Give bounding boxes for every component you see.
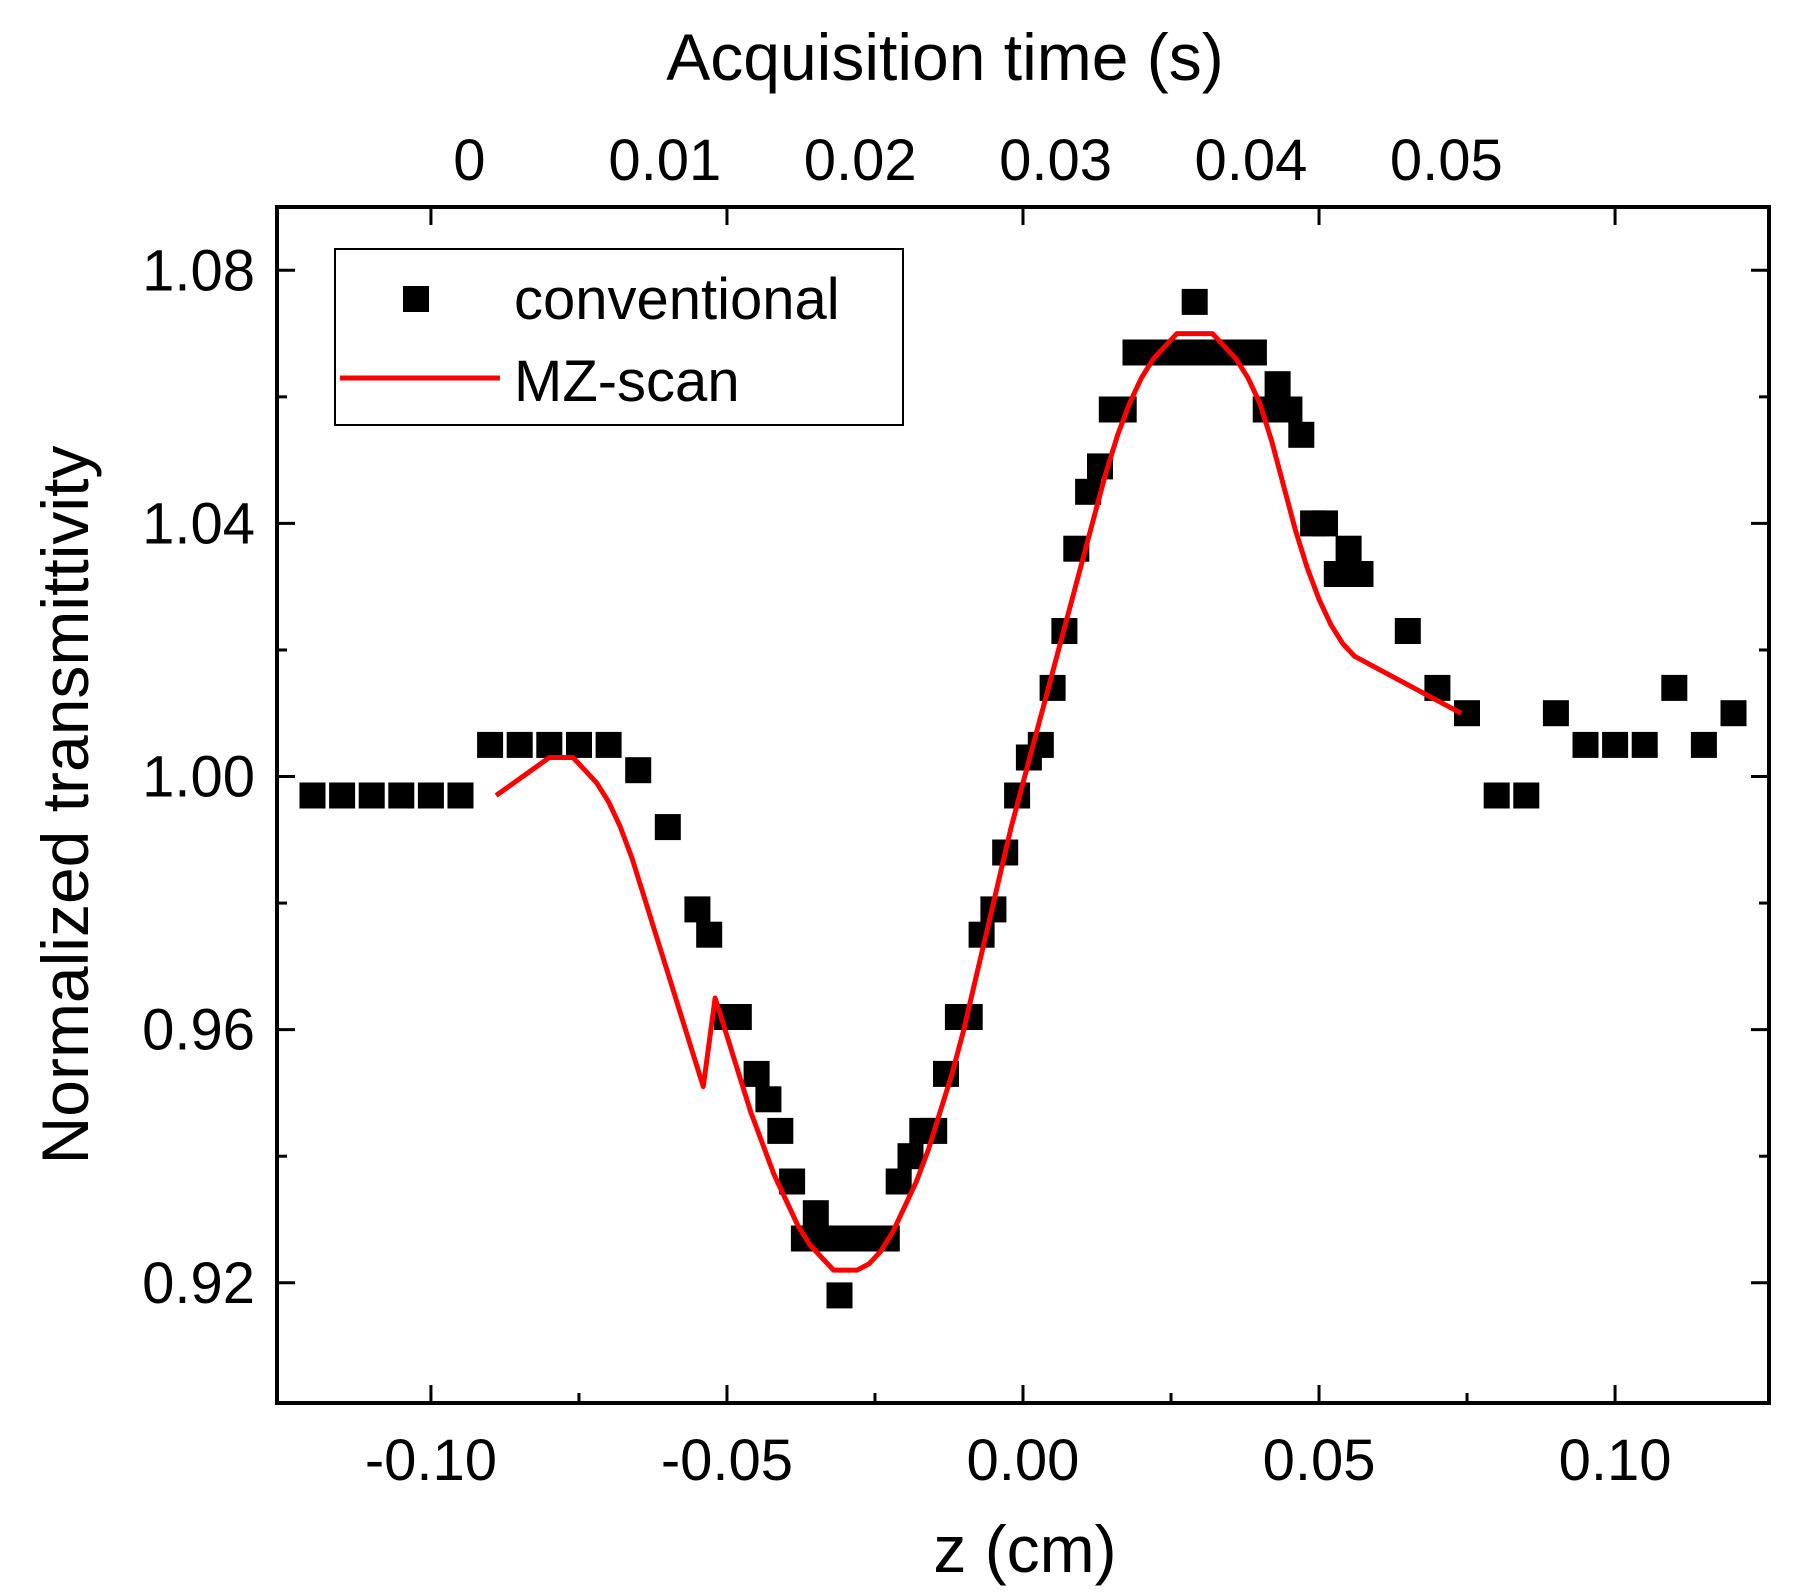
conventional-point xyxy=(388,782,415,809)
y-axis-title: Normalized transmittivity xyxy=(28,446,102,1165)
conventional-point xyxy=(1631,731,1658,758)
conventional-point xyxy=(1542,700,1569,727)
ticks-layer: -0.10 -0.05 0.00 0.05 0.10 0.92 0.96 1.00 1.04 1.… xyxy=(142,128,1769,1493)
x-tick-label: -0.05 xyxy=(661,1428,793,1493)
conventional-point xyxy=(1720,700,1747,727)
conventional-point xyxy=(885,1168,912,1195)
conventional-point xyxy=(625,757,652,784)
conventional-point xyxy=(696,921,723,948)
y-tick-label: 1.08 xyxy=(142,238,255,303)
conventional-point xyxy=(897,1143,924,1170)
top-tick-label: 0.05 xyxy=(1390,128,1503,193)
conventional-point xyxy=(1169,339,1196,366)
conventional-point xyxy=(725,1004,752,1030)
conventional-point xyxy=(755,1086,782,1113)
legend-marker-conventional xyxy=(403,286,429,312)
mz-scan-line xyxy=(494,331,1463,1273)
conventional-point xyxy=(1276,396,1303,423)
conventional-point xyxy=(477,731,504,758)
x-axis-title: z (cm) xyxy=(933,1512,1116,1586)
conventional-point xyxy=(802,1200,829,1227)
legend: conventional MZ-scan xyxy=(334,248,904,426)
conventional-point xyxy=(767,1117,794,1144)
top-tick-label: 0.01 xyxy=(608,128,721,193)
x-tick-label: 0.10 xyxy=(1559,1428,1672,1493)
data-layer xyxy=(299,288,1747,1309)
top-axis-title: Acquisition time (s) xyxy=(666,20,1224,94)
top-tick-label: 0.02 xyxy=(804,128,917,193)
conventional-point xyxy=(595,731,622,758)
conventional-point xyxy=(1288,421,1315,448)
x-tick-label: -0.10 xyxy=(365,1428,497,1493)
y-tick-label: 1.04 xyxy=(142,491,255,556)
conventional-point xyxy=(299,782,326,809)
conventional-point xyxy=(684,896,711,923)
conventional-point xyxy=(1661,674,1688,701)
top-tick-label: 0 xyxy=(453,128,485,193)
conventional-point xyxy=(1347,561,1374,587)
x-tick-label: 0.00 xyxy=(967,1428,1080,1493)
conventional-point xyxy=(358,782,385,809)
conventional-point xyxy=(1602,731,1629,758)
legend-label-mz-scan: MZ-scan xyxy=(514,349,740,414)
conventional-point xyxy=(329,782,356,809)
y-tick-label: 0.92 xyxy=(142,1251,255,1316)
conventional-point xyxy=(1394,618,1421,644)
conventional-point xyxy=(447,782,474,809)
conventional-point xyxy=(1572,731,1599,758)
y-tick-label: 0.96 xyxy=(142,998,255,1063)
top-tick-label: 0.03 xyxy=(999,128,1112,193)
conventional-point xyxy=(1181,288,1208,315)
conventional-point xyxy=(1323,561,1350,587)
conventional-point xyxy=(814,1225,841,1252)
conventional-point xyxy=(1312,510,1338,537)
legend-box xyxy=(334,248,904,426)
x-tick-label: 0.05 xyxy=(1263,1428,1376,1493)
top-tick-label: 0.04 xyxy=(1194,128,1307,193)
conventional-point xyxy=(1335,535,1362,562)
conventional-point xyxy=(1513,782,1540,809)
y-tick-label: 1.00 xyxy=(142,745,255,810)
conventional-point xyxy=(566,731,592,758)
conventional-point xyxy=(743,1060,770,1087)
legend-label-conventional: conventional xyxy=(514,267,840,332)
conventional-point xyxy=(506,731,533,758)
conventional-point xyxy=(1240,339,1267,366)
conventional-point xyxy=(654,814,681,841)
conventional-point xyxy=(417,782,444,809)
conventional-point xyxy=(1483,782,1510,809)
conventional-point xyxy=(1264,371,1291,398)
conventional-point xyxy=(1690,731,1717,758)
conventional-point xyxy=(826,1282,853,1309)
conventional-point xyxy=(536,731,563,758)
plot-frame xyxy=(275,205,1771,1405)
